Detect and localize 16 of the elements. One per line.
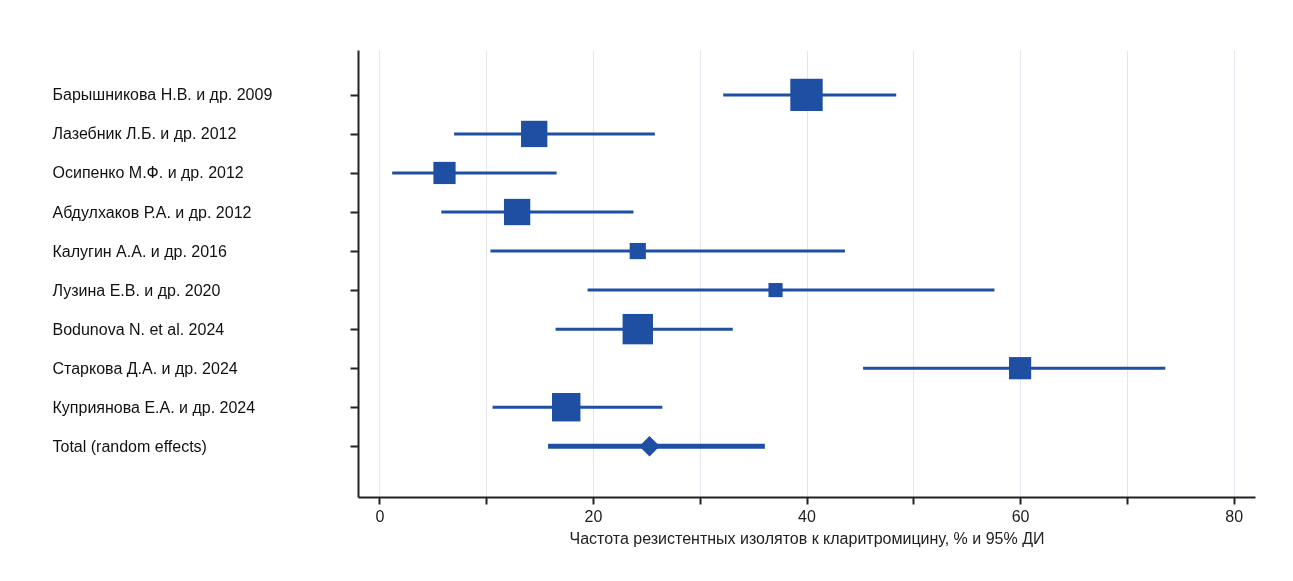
y-tick-label: Bodunova N. et al. 2024 (52, 320, 225, 338)
y-tick-label: Осипенко М.Ф. и др. 2012 (52, 164, 244, 182)
y-tick-label: Куприянова Е.А. и др. 2024 (52, 398, 256, 416)
y-tick-label: Барышникова Н.В. и др. 2009 (52, 86, 273, 104)
y-tick-label: Абдулхаков Р.А. и др. 2012 (52, 203, 252, 221)
x-tick-label: 20 (584, 507, 603, 525)
x-tick-label: 80 (1225, 507, 1244, 525)
x-tick-label: 0 (375, 507, 385, 525)
y-tick-label: Калугин А.А. и др. 2016 (52, 242, 227, 260)
x-axis-title: Частота резистентных изолятов к кларитромицину, % и 95% ДИ (569, 529, 1045, 547)
y-tick-label: Лазебник Л.Б. и др. 2012 (52, 125, 237, 143)
y-tick-label: Лузина Е.В. и др. 2020 (52, 281, 221, 299)
x-tick-label: 40 (798, 507, 816, 525)
x-tick-label: 60 (1011, 507, 1030, 525)
y-tick-label: Total (random effects) (52, 437, 207, 455)
y-tick-label: Старкова Д.А. и др. 2024 (52, 359, 238, 377)
